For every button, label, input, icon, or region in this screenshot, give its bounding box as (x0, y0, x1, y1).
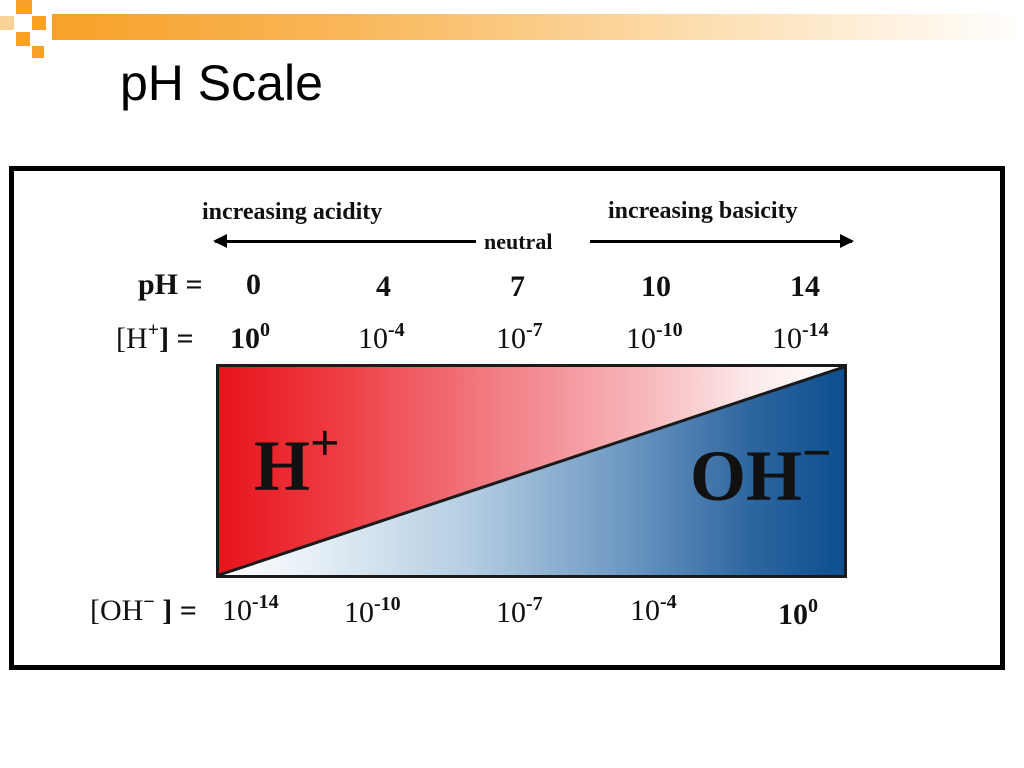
acidity-arrow (213, 234, 477, 248)
oh-concentration-value: 100 (778, 595, 818, 631)
ph-value: 0 (246, 268, 261, 301)
basicity-arrow (590, 234, 854, 248)
h-concentration-value: 10-7 (496, 319, 543, 355)
decor-square (32, 46, 44, 58)
ph-value: 4 (376, 270, 391, 303)
increasing-acidity-label: increasing acidity (202, 199, 383, 225)
decor-square (32, 16, 46, 30)
oh-concentration-row-label: [OH− ] = (90, 591, 197, 627)
oh-concentration-value: 10-4 (630, 591, 677, 627)
diagonal-divider (218, 365, 845, 577)
decor-square (16, 0, 32, 14)
ph-value: 10 (641, 270, 671, 303)
h-ion-label: H+ (254, 415, 340, 506)
oh-concentration-value: 10-14 (222, 591, 279, 627)
h-concentration-value: 100 (230, 319, 270, 355)
neutral-label: neutral (476, 231, 561, 253)
ph-value: 7 (510, 270, 525, 303)
h-concentration-value: 10-14 (772, 319, 829, 355)
h-concentration-value: 10-10 (626, 319, 683, 355)
ph-value: 14 (790, 270, 820, 303)
oh-concentration-value: 10-7 (496, 593, 543, 629)
panel-border (216, 364, 847, 578)
ph-gradient-panel (216, 364, 847, 578)
increasing-basicity-label: increasing basicity (608, 198, 798, 224)
title-accent-bar (52, 14, 1024, 40)
slide-title: pH Scale (120, 55, 323, 111)
decor-square (16, 32, 30, 46)
oh-ion-label: OH− (690, 425, 832, 516)
decor-square (0, 16, 14, 30)
h-concentration-row-label: [H+] = (116, 319, 194, 355)
h-concentration-value: 10-4 (358, 319, 405, 355)
oh-concentration-value: 10-10 (344, 593, 401, 629)
ph-row-label: pH = (138, 268, 203, 301)
